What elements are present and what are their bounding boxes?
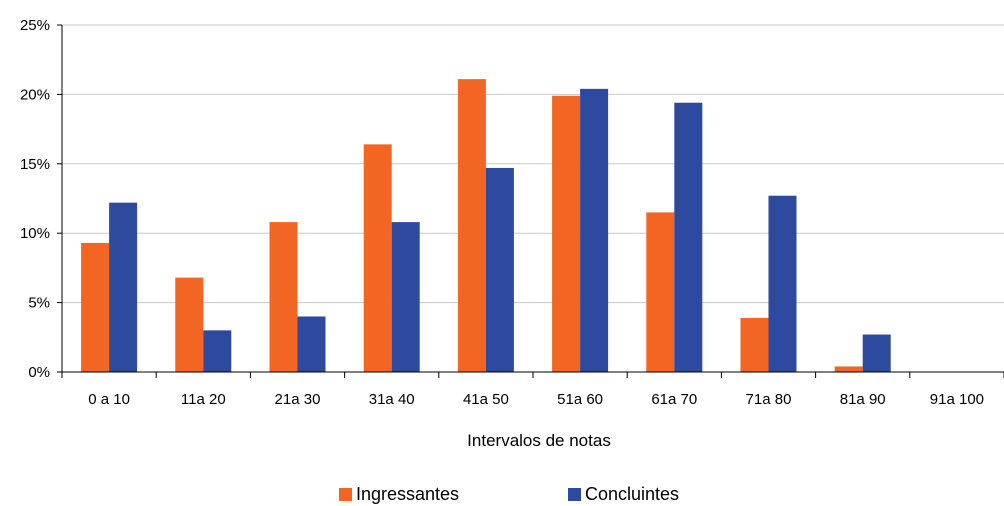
y-tick-label: 0% bbox=[28, 364, 50, 381]
x-tick-label: 0 a 10 bbox=[88, 391, 130, 408]
bar-ingressantes-5 bbox=[552, 95, 581, 373]
x-tick-label: 81a 90 bbox=[840, 391, 886, 408]
bar-ingressantes-7 bbox=[740, 317, 769, 372]
bar-concluintes-6 bbox=[674, 102, 703, 372]
bar-ingressantes-3 bbox=[363, 144, 392, 372]
y-tick-label: 10% bbox=[20, 225, 50, 242]
bar-concluintes-0 bbox=[109, 202, 138, 372]
bar-concluintes-8 bbox=[862, 334, 891, 372]
y-tick-label: 15% bbox=[20, 156, 50, 173]
x-axis-title: Intervalos de notas bbox=[467, 431, 611, 450]
y-tick-label: 25% bbox=[20, 17, 50, 34]
x-tick-label: 41a 50 bbox=[463, 391, 509, 408]
bar-ingressantes-2 bbox=[269, 222, 298, 372]
x-tick-label: 91a 100 bbox=[930, 391, 984, 408]
bar-concluintes-2 bbox=[297, 316, 326, 372]
x-tick-label: 71a 80 bbox=[746, 391, 792, 408]
bar-concluintes-5 bbox=[580, 88, 609, 373]
bar-ingressantes-8 bbox=[834, 366, 863, 372]
bar-concluintes-3 bbox=[391, 222, 420, 372]
x-tick-label: 11a 20 bbox=[181, 391, 226, 408]
legend-swatch-concluintes bbox=[568, 488, 581, 501]
legend-swatch-ingressantes bbox=[339, 488, 352, 501]
bar-series bbox=[81, 79, 891, 373]
bar-ingressantes-1 bbox=[175, 277, 204, 372]
x-tick-label: 61a 70 bbox=[651, 391, 697, 408]
bar-concluintes-1 bbox=[203, 330, 232, 372]
x-tick-label: 21a 30 bbox=[275, 391, 321, 408]
bar-concluintes-7 bbox=[768, 195, 797, 372]
x-tick-label: 51a 60 bbox=[557, 391, 603, 408]
y-tick-label: 20% bbox=[20, 86, 50, 103]
bar-concluintes-4 bbox=[485, 167, 514, 372]
legend-label-ingressantes: Ingressantes bbox=[356, 484, 459, 504]
bar-ingressantes-0 bbox=[81, 242, 110, 372]
legend-label-concluintes: Concluintes bbox=[585, 484, 679, 504]
y-axis-ticks: 0% 5% 10% 15% 20% 25% bbox=[20, 17, 62, 381]
x-axis-ticks: 0 a 10 11a 20 21a 30 31a 40 41a 50 51a 60 61a … bbox=[61, 372, 1004, 408]
bar-ingressantes-6 bbox=[646, 212, 675, 372]
bar-ingressantes-4 bbox=[457, 79, 486, 373]
legend: Ingressantes Concluintes bbox=[339, 484, 679, 504]
y-tick-label: 5% bbox=[28, 295, 50, 312]
x-tick-label: 31a 40 bbox=[369, 391, 415, 408]
gridlines bbox=[62, 24, 1004, 304]
